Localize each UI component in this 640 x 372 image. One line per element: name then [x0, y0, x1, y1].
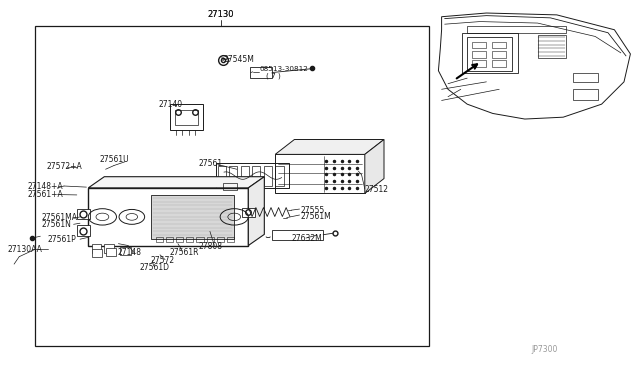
Text: 27808: 27808: [198, 242, 223, 251]
Text: 27561M: 27561M: [301, 212, 332, 221]
Text: 27561R: 27561R: [170, 248, 199, 257]
Bar: [275, 154, 365, 193]
Text: 27561MA: 27561MA: [42, 213, 77, 222]
Bar: [252, 166, 260, 186]
Text: 27572: 27572: [150, 256, 175, 265]
Text: 27561U: 27561U: [99, 155, 129, 164]
Bar: [175, 110, 198, 125]
Text: 08513-30812: 08513-30812: [259, 66, 308, 72]
Text: 27561D: 27561D: [140, 263, 170, 272]
Bar: [218, 166, 226, 186]
Bar: [275, 166, 284, 186]
Bar: [264, 166, 272, 186]
Bar: [92, 244, 101, 253]
Bar: [492, 51, 506, 58]
Text: ( 7 ): ( 7 ): [266, 72, 280, 79]
Bar: [227, 237, 234, 242]
Polygon shape: [365, 140, 384, 193]
Bar: [151, 195, 234, 239]
Text: JP7300: JP7300: [531, 345, 557, 354]
Bar: [573, 73, 598, 82]
Bar: [472, 42, 486, 48]
Bar: [492, 60, 506, 67]
Text: 27561: 27561: [198, 159, 223, 168]
Bar: [241, 166, 249, 186]
Bar: [467, 37, 512, 71]
Bar: [120, 247, 131, 255]
Bar: [472, 60, 486, 67]
Bar: [35, 26, 429, 346]
Bar: [467, 26, 566, 33]
Bar: [242, 208, 255, 217]
Polygon shape: [438, 13, 630, 119]
Bar: [250, 67, 272, 78]
Text: 27148+A: 27148+A: [28, 182, 63, 191]
Text: 27572+A: 27572+A: [46, 162, 82, 171]
Bar: [272, 230, 323, 240]
Bar: [88, 188, 248, 246]
Text: 27555: 27555: [301, 206, 325, 215]
Bar: [573, 89, 598, 100]
Text: 27130: 27130: [207, 10, 234, 19]
Bar: [77, 225, 90, 236]
Bar: [207, 237, 214, 242]
Text: 27561P: 27561P: [48, 235, 77, 244]
Text: 27512: 27512: [365, 185, 388, 194]
Text: 27545M: 27545M: [224, 55, 255, 64]
Text: 27130: 27130: [207, 10, 234, 19]
Text: S: S: [221, 57, 225, 62]
Text: 27561+A: 27561+A: [28, 190, 63, 199]
Bar: [106, 248, 116, 256]
Text: 27632M: 27632M: [291, 234, 322, 243]
Text: 27140: 27140: [159, 100, 183, 109]
Bar: [166, 237, 173, 242]
Bar: [170, 104, 203, 130]
Polygon shape: [248, 177, 264, 246]
Bar: [77, 209, 90, 219]
Bar: [104, 244, 114, 253]
Bar: [492, 42, 506, 48]
Bar: [229, 166, 237, 186]
Bar: [156, 237, 163, 242]
Text: 27148: 27148: [117, 248, 141, 257]
Polygon shape: [275, 140, 384, 154]
Text: 27561N: 27561N: [42, 220, 72, 229]
Text: 27130AA: 27130AA: [8, 245, 42, 254]
Bar: [176, 237, 183, 242]
Bar: [216, 163, 289, 188]
Bar: [92, 249, 102, 257]
Bar: [217, 237, 224, 242]
Bar: [538, 35, 566, 58]
Bar: [186, 237, 193, 242]
Bar: [223, 183, 237, 190]
Bar: [472, 51, 486, 58]
Polygon shape: [88, 177, 264, 188]
Bar: [196, 237, 204, 242]
Bar: [462, 33, 518, 73]
